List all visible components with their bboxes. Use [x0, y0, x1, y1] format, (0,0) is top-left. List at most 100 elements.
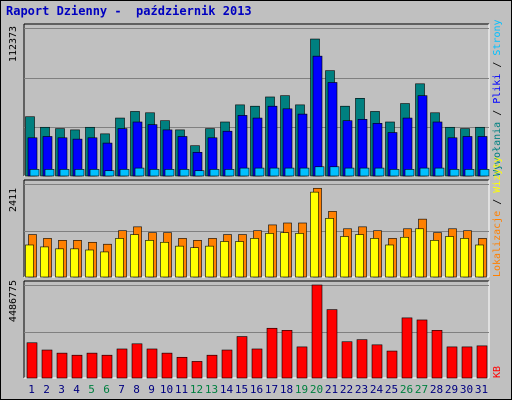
legend-entry-wywołania: Wywołania: [492, 122, 503, 176]
day-label-25: 25: [385, 383, 398, 396]
bar-visits-6: [100, 251, 109, 278]
bar-pages-20: [314, 166, 325, 177]
day-label-27: 27: [415, 383, 428, 396]
bar-visits-19: [295, 233, 304, 278]
bar-visits-18: [280, 232, 289, 278]
bar-files-15: [237, 115, 248, 177]
day-label-8: 8: [133, 383, 140, 396]
bar-visits-5: [85, 249, 94, 278]
bar-kbytes-27: [416, 319, 428, 379]
bar-pages-24: [374, 167, 385, 177]
bar-pages-27: [419, 167, 430, 177]
bar-pages-6: [104, 170, 115, 177]
bar-pages-31: [479, 169, 490, 177]
bar-visits-23: [355, 234, 364, 278]
bar-kbytes-11: [176, 356, 188, 379]
bar-kbytes-29: [446, 346, 458, 379]
legend-entry-kb: KB: [492, 366, 503, 378]
bar-kbytes-24: [371, 344, 383, 379]
day-label-7: 7: [118, 383, 125, 396]
bar-kbytes-21: [326, 309, 338, 379]
bar-files-27: [417, 95, 428, 177]
legend-separator: /: [492, 56, 503, 74]
y-max-label-1: 2411: [8, 188, 19, 212]
legend-separator: /: [492, 104, 503, 122]
chart-title: Raport Dzienny - październik 2013: [6, 4, 252, 18]
bar-visits-28: [430, 240, 439, 278]
bar-pages-28: [434, 167, 445, 177]
bar-pages-7: [119, 169, 130, 177]
bar-visits-26: [400, 236, 409, 278]
day-label-10: 10: [160, 383, 173, 396]
day-label-11: 11: [175, 383, 188, 396]
day-label-13: 13: [205, 383, 218, 396]
bar-files-18: [282, 108, 293, 177]
bar-visits-3: [55, 248, 64, 278]
day-label-18: 18: [280, 383, 293, 396]
bar-kbytes-26: [401, 317, 413, 379]
bar-pages-17: [269, 167, 280, 177]
legend-entry-lokalizacje: Lokalizacje: [492, 211, 503, 277]
bar-files-26: [402, 117, 413, 177]
bar-kbytes-30: [461, 346, 473, 379]
bar-kbytes-4: [71, 354, 83, 379]
y-max-label-0: 112373: [8, 26, 19, 62]
bar-visits-11: [175, 245, 184, 278]
day-label-2: 2: [43, 383, 50, 396]
bar-visits-4: [70, 248, 79, 278]
bar-kbytes-15: [236, 336, 248, 379]
bar-visits-30: [460, 238, 469, 278]
bar-kbytes-22: [341, 341, 353, 379]
bar-pages-18: [284, 167, 295, 177]
bar-pages-5: [89, 169, 100, 177]
bar-visits-25: [385, 244, 394, 278]
bar-files-17: [267, 105, 278, 177]
day-label-30: 30: [460, 383, 473, 396]
legend-separator: /: [492, 193, 503, 211]
bar-kbytes-7: [116, 348, 128, 379]
bar-kbytes-2: [41, 349, 53, 379]
bar-kbytes-18: [281, 330, 293, 379]
bar-visits-15: [235, 241, 244, 278]
bar-pages-11: [179, 169, 190, 177]
legend-0: Wywołania / Pliki / Strony: [492, 19, 503, 176]
bar-pages-13: [209, 169, 220, 177]
day-label-21: 21: [325, 383, 338, 396]
day-label-23: 23: [355, 383, 368, 396]
bar-visits-10: [160, 241, 169, 278]
day-label-15: 15: [235, 383, 248, 396]
y-max-label-2: 4486775: [8, 280, 19, 322]
bar-pages-2: [44, 169, 55, 177]
bar-kbytes-25: [386, 350, 398, 379]
day-label-3: 3: [58, 383, 65, 396]
bar-pages-23: [359, 167, 370, 177]
bar-visits-29: [445, 236, 454, 278]
bar-kbytes-13: [206, 354, 218, 379]
bar-pages-21: [329, 166, 340, 177]
bar-pages-10: [164, 169, 175, 177]
bar-kbytes-16: [251, 348, 263, 379]
day-label-14: 14: [220, 383, 234, 396]
legend-entry-strony: Strony: [492, 19, 503, 55]
bar-pages-19: [299, 167, 310, 177]
bar-visits-27: [415, 228, 424, 278]
bar-visits-2: [40, 246, 49, 278]
bar-pages-9: [149, 169, 160, 177]
bar-files-10: [162, 129, 173, 177]
bar-visits-9: [145, 240, 154, 278]
day-label-16: 16: [250, 383, 263, 396]
bar-visits-13: [205, 245, 214, 278]
bar-kbytes-8: [131, 343, 143, 379]
bar-pages-14: [224, 169, 235, 177]
legend-entry-wizyty: Wizyty: [492, 157, 503, 193]
bar-files-9: [147, 124, 158, 177]
bar-visits-31: [475, 244, 484, 278]
bar-files-20: [312, 55, 323, 177]
day-label-29: 29: [445, 383, 458, 396]
bar-kbytes-6: [101, 354, 113, 379]
legend-1: Lokalizacje / Wizyty: [492, 157, 503, 277]
bar-files-23: [357, 119, 368, 177]
bar-kbytes-10: [161, 352, 173, 379]
bar-pages-26: [404, 169, 415, 177]
